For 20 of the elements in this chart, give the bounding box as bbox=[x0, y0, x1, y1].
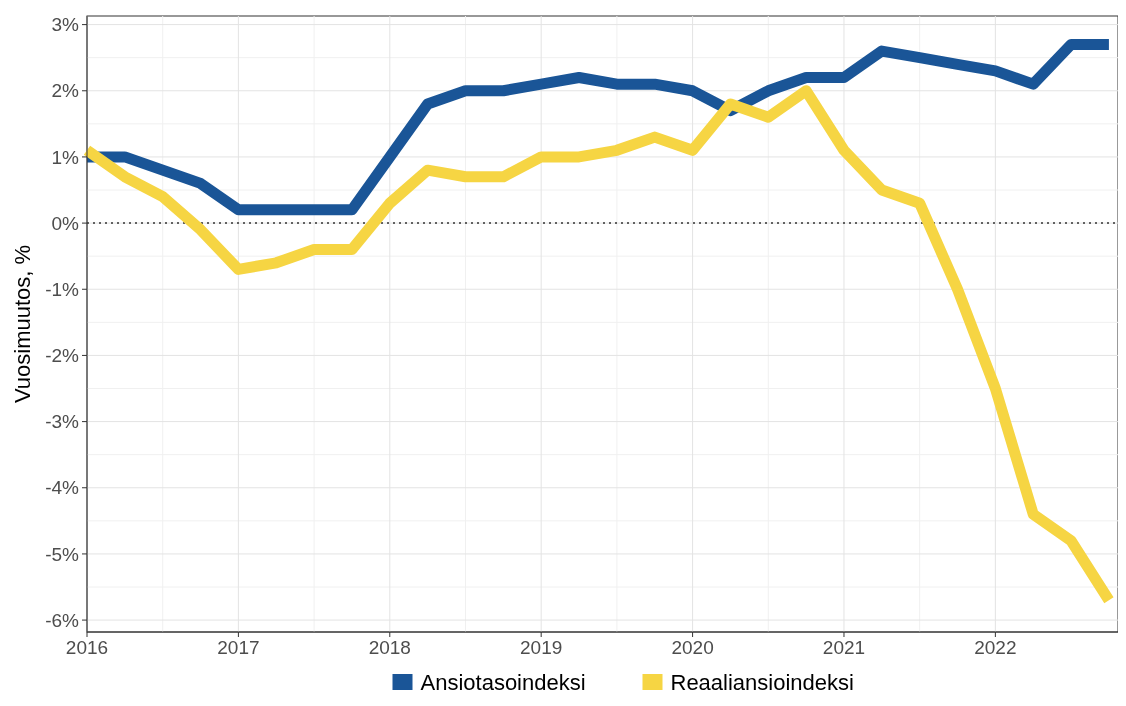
y-tick-label: 2% bbox=[51, 80, 80, 102]
x-tick-label: 2021 bbox=[822, 637, 866, 658]
x-tick-label: 2019 bbox=[520, 637, 563, 658]
y-tick-label: -6% bbox=[45, 609, 80, 631]
x-tick-label: 2022 bbox=[974, 637, 1017, 658]
y-tick-label: -4% bbox=[45, 477, 80, 499]
y-tick-label: -1% bbox=[45, 278, 80, 300]
legend-label: Ansiotasoindeksi bbox=[420, 669, 586, 695]
y-tick-label: -2% bbox=[45, 345, 80, 367]
x-tick-label: 2018 bbox=[368, 637, 411, 658]
legend-label: Reaaliansioindeksi bbox=[670, 669, 854, 695]
x-tick-label: 2020 bbox=[671, 637, 714, 658]
y-tick-label: -5% bbox=[45, 543, 80, 565]
x-tick-label: 2016 bbox=[65, 637, 109, 658]
y-tick-label: 3% bbox=[51, 14, 80, 36]
x-tick-label: 2017 bbox=[217, 637, 260, 658]
y-axis-title: Vuosimuutos, % bbox=[9, 244, 35, 404]
y-tick-label: 1% bbox=[51, 146, 80, 168]
y-tick-label: -3% bbox=[45, 411, 80, 433]
y-tick-label: 0% bbox=[51, 212, 80, 234]
